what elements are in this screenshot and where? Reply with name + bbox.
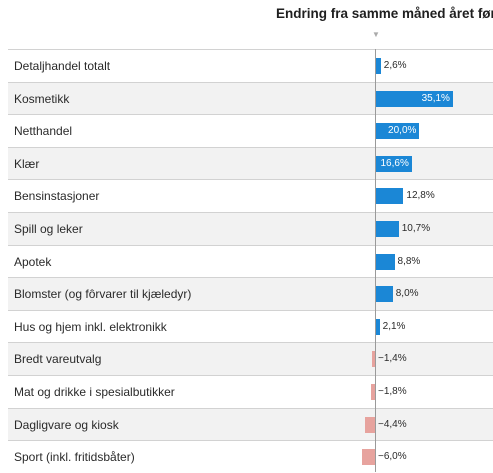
bar bbox=[375, 188, 404, 205]
chart-row: Netthandel 20,0% bbox=[8, 114, 493, 147]
bar bbox=[371, 384, 375, 400]
value-label: 2,6% bbox=[383, 60, 407, 71]
bar bbox=[371, 351, 375, 368]
category-label: Netthandel bbox=[14, 124, 73, 139]
value-label: 8,8% bbox=[397, 255, 421, 267]
category-label: Blomster (og fôrvarer til kjæledyr) bbox=[14, 287, 192, 302]
bar bbox=[375, 221, 399, 237]
category-label: Spill og leker bbox=[14, 222, 83, 236]
category-label: Kosmetikk bbox=[14, 91, 70, 106]
chart-row: Kosmetikk 35,1% bbox=[8, 81, 493, 115]
value-label: −6,0% bbox=[378, 451, 407, 463]
down-triangle-icon: ▼ bbox=[372, 30, 380, 39]
category-label: Apotek bbox=[14, 254, 52, 269]
bar bbox=[375, 286, 393, 303]
chart-row: Bensinstasjoner 12,8% bbox=[8, 179, 493, 212]
bar bbox=[375, 318, 380, 335]
category-label: Hus og hjem inkl. elektronikk bbox=[14, 319, 167, 334]
chart-row: Klær 16,6% bbox=[8, 146, 493, 180]
bar bbox=[375, 123, 420, 140]
chart-row: Detaljhandel totalt 2,6% bbox=[8, 49, 493, 82]
bar bbox=[375, 58, 381, 74]
bar bbox=[375, 253, 395, 270]
chart-row: Apotek 8,8% bbox=[8, 244, 493, 278]
category-label: Sport (inkl. fritidsbåter) bbox=[14, 450, 135, 465]
bar bbox=[361, 449, 375, 466]
category-label: Dagligvare og kiosk bbox=[14, 417, 119, 432]
value-label: −4,4% bbox=[378, 418, 407, 430]
chart-row: Dagligvare og kiosk −4,4% bbox=[8, 407, 493, 441]
value-label: −1,4% bbox=[378, 353, 407, 365]
chart-row: Blomster (og fôrvarer til kjæledyr) 8,0% bbox=[8, 277, 493, 311]
category-label: Klær bbox=[14, 156, 40, 171]
bar bbox=[365, 416, 375, 433]
chart-row: Sport (inkl. fritidsbåter) −6,0% bbox=[8, 440, 493, 473]
category-label: Bredt vareutvalg bbox=[14, 352, 102, 367]
zero-axis-line bbox=[375, 49, 376, 472]
chart-title: Endring fra samme måned året før bbox=[276, 6, 493, 21]
value-label: 16,6% bbox=[380, 157, 409, 169]
bar bbox=[375, 90, 453, 107]
chart-row: Hus og hjem inkl. elektronikk 2,1% bbox=[8, 309, 493, 343]
chart-rows: Detaljhandel totalt 2,6% Kosmetikk 35,1% Net… bbox=[0, 49, 493, 472]
chart-row: Mat og drikke i spesialbutikker −1,8% bbox=[8, 375, 493, 408]
chart-row: Spill og leker 10,7% bbox=[8, 212, 493, 245]
value-label: 2,1% bbox=[382, 320, 406, 332]
value-label: 8,0% bbox=[395, 288, 419, 300]
bar bbox=[375, 155, 412, 172]
value-label: 20,0% bbox=[388, 125, 417, 137]
value-label: 12,8% bbox=[406, 190, 435, 202]
category-label: Mat og drikke i spesialbutikker bbox=[14, 385, 175, 399]
category-label: Detaljhandel totalt bbox=[14, 59, 111, 73]
category-label: Bensinstasjoner bbox=[14, 189, 100, 204]
value-label: 10,7% bbox=[401, 223, 431, 234]
chart-row: Bredt vareutvalg −1,4% bbox=[8, 342, 493, 376]
value-label: −1,8% bbox=[378, 386, 407, 397]
value-label: 35,1% bbox=[421, 92, 450, 104]
